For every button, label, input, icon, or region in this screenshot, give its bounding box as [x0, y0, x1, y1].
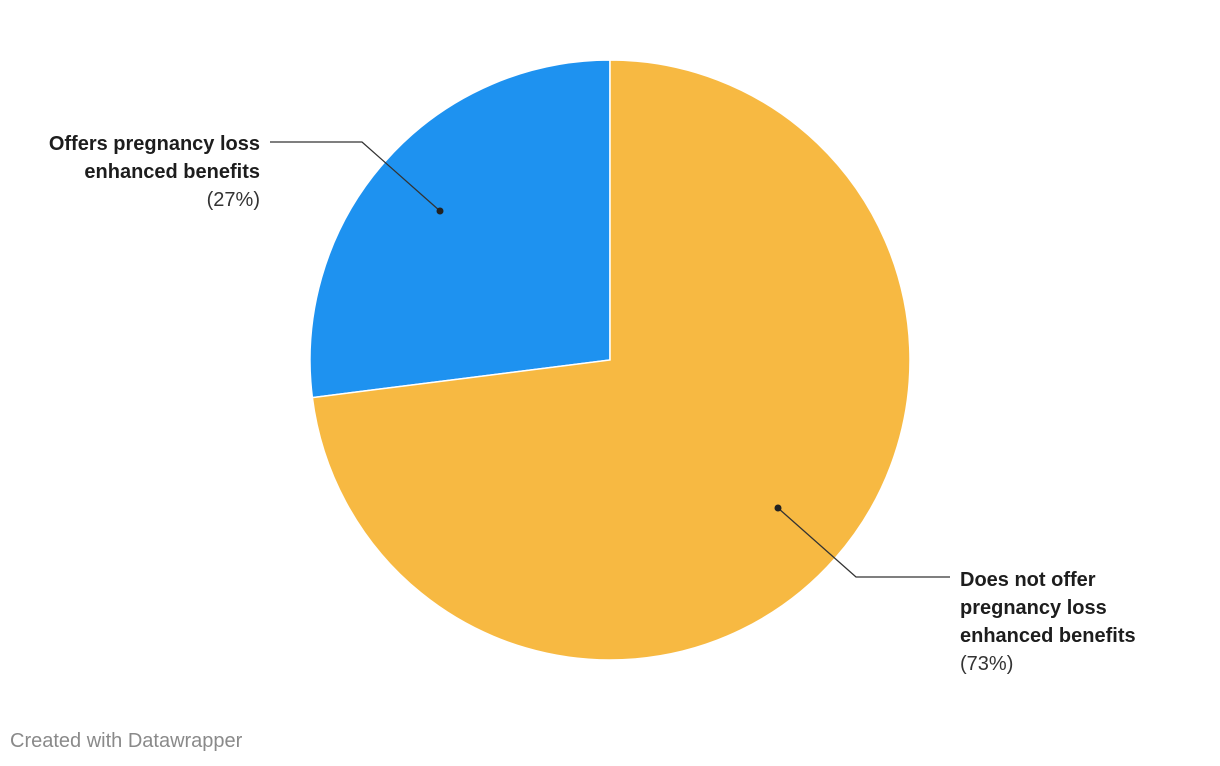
slice-value-label: (27%) — [207, 189, 260, 211]
slice-label-line: pregnancy loss — [960, 597, 1107, 619]
leader-dot-1 — [436, 207, 444, 215]
slice-label-line: enhanced benefits — [960, 625, 1136, 647]
slice-label-line: Does not offer — [960, 569, 1096, 591]
pie-slice-1 — [309, 59, 611, 399]
leader-dot-2 — [774, 504, 782, 512]
slice-value-label: (73%) — [960, 653, 1013, 675]
slice-label-line: Offers pregnancy loss — [49, 133, 260, 155]
leader-line-1 — [270, 141, 441, 212]
slice-label-1: Offers pregnancy loss enhanced benefits (2… — [49, 133, 260, 211]
slice-label-line: enhanced benefits — [84, 161, 260, 183]
credit-text: Created with Datawrapper — [10, 730, 243, 752]
leader-line-2 — [777, 507, 950, 578]
slice-label-2: Does not offer pregnancy loss enhanced ben… — [960, 569, 1136, 675]
